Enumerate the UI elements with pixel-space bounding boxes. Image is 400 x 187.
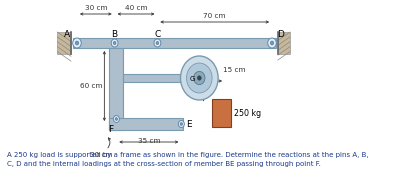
Bar: [123, 74, 199, 82]
Bar: [73, 38, 276, 48]
Circle shape: [270, 41, 274, 45]
Circle shape: [180, 56, 218, 100]
Text: A 250 kg load is supported by a frame as shown in the figure. Determine the reac: A 250 kg load is supported by a frame as…: [7, 152, 368, 167]
Text: A: A: [64, 30, 70, 39]
Circle shape: [268, 38, 276, 48]
Text: 30 cm: 30 cm: [90, 152, 112, 158]
Bar: [110, 118, 183, 130]
Bar: [57, 32, 71, 54]
Text: 60 cm: 60 cm: [80, 83, 103, 89]
Circle shape: [198, 76, 201, 80]
Circle shape: [73, 38, 81, 48]
Text: 70 cm: 70 cm: [204, 13, 226, 19]
Text: 250 kg: 250 kg: [234, 108, 262, 117]
Circle shape: [115, 118, 118, 120]
Bar: [278, 32, 290, 54]
Text: 15 cm: 15 cm: [223, 67, 246, 73]
Circle shape: [178, 120, 184, 128]
Text: G: G: [190, 76, 195, 82]
Circle shape: [111, 39, 118, 47]
Circle shape: [156, 42, 159, 45]
Bar: [110, 48, 123, 130]
Text: 35 cm: 35 cm: [138, 138, 160, 144]
Circle shape: [113, 116, 119, 122]
Text: 30 cm: 30 cm: [84, 5, 107, 11]
Text: 40 cm: 40 cm: [125, 5, 147, 11]
Text: D: D: [277, 30, 284, 39]
Circle shape: [113, 42, 116, 45]
Circle shape: [75, 41, 79, 45]
Circle shape: [194, 71, 205, 85]
Circle shape: [154, 39, 161, 47]
Circle shape: [186, 63, 212, 93]
Text: F: F: [108, 125, 113, 134]
Bar: [212, 99, 231, 127]
Text: C: C: [154, 30, 160, 39]
Circle shape: [180, 123, 182, 125]
Text: B: B: [112, 30, 118, 39]
Text: E: E: [186, 119, 191, 128]
